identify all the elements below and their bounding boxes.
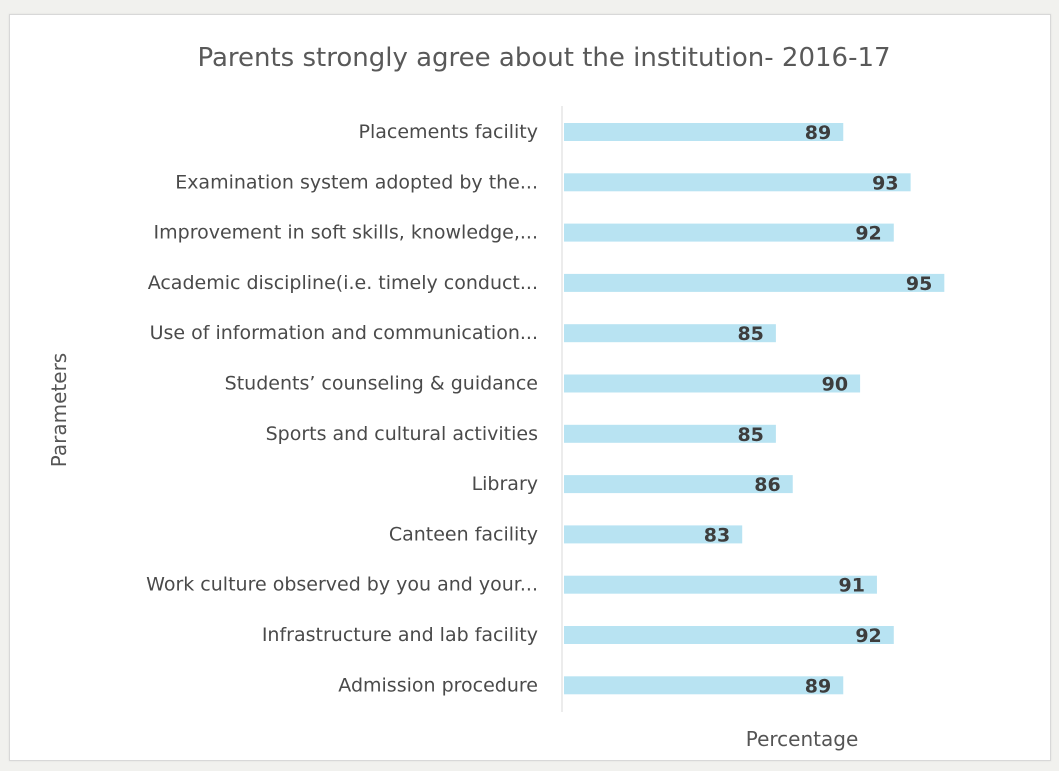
bar bbox=[564, 123, 844, 141]
category-label: Sports and cultural activities bbox=[266, 423, 538, 445]
category-label: Library bbox=[472, 473, 538, 495]
y-axis-title: Parameters bbox=[47, 353, 71, 467]
x-axis-title: Percentage bbox=[746, 727, 859, 751]
bar-value-label: 89 bbox=[805, 122, 831, 144]
category-label: Admission procedure bbox=[338, 674, 538, 696]
bar-value-label: 86 bbox=[754, 474, 780, 496]
bar bbox=[564, 223, 894, 242]
chart-title: Parents strongly agree about the institu… bbox=[197, 43, 890, 73]
category-label: Students’ counseling & guidance bbox=[225, 373, 538, 395]
bar bbox=[564, 173, 911, 192]
bar bbox=[564, 475, 793, 494]
bar bbox=[564, 626, 894, 644]
bars-layer: Placements facility 89 Examination system … bbox=[146, 121, 945, 697]
bar-value-label: 91 bbox=[838, 575, 864, 597]
bar bbox=[564, 374, 861, 393]
bar-value-label: 90 bbox=[822, 374, 848, 396]
bar bbox=[564, 424, 776, 443]
category-label: Use of information and communication... bbox=[150, 322, 538, 344]
bar bbox=[564, 676, 844, 695]
bar-value-label: 92 bbox=[855, 223, 881, 245]
category-label: Work culture observed by you and your... bbox=[146, 574, 538, 596]
category-label: Canteen facility bbox=[389, 523, 538, 545]
category-label: Academic discipline(i.e. timely conduct.… bbox=[148, 272, 538, 294]
bar bbox=[564, 525, 743, 544]
category-label: Improvement in soft skills, knowledge,..… bbox=[154, 222, 538, 244]
bar-value-label: 93 bbox=[872, 172, 898, 194]
bar-value-label: 92 bbox=[855, 625, 881, 647]
bar-value-label: 85 bbox=[737, 323, 763, 345]
bar-value-label: 83 bbox=[704, 524, 730, 546]
bar bbox=[564, 324, 776, 343]
bar-value-label: 85 bbox=[737, 424, 763, 446]
bar-value-label: 89 bbox=[805, 675, 831, 697]
category-label: Examination system adopted by the... bbox=[175, 171, 538, 193]
category-label: Placements facility bbox=[359, 121, 538, 143]
bar-value-label: 95 bbox=[906, 273, 932, 295]
bar bbox=[564, 575, 877, 594]
bar bbox=[564, 273, 945, 292]
category-label: Infrastructure and lab facility bbox=[262, 624, 538, 646]
